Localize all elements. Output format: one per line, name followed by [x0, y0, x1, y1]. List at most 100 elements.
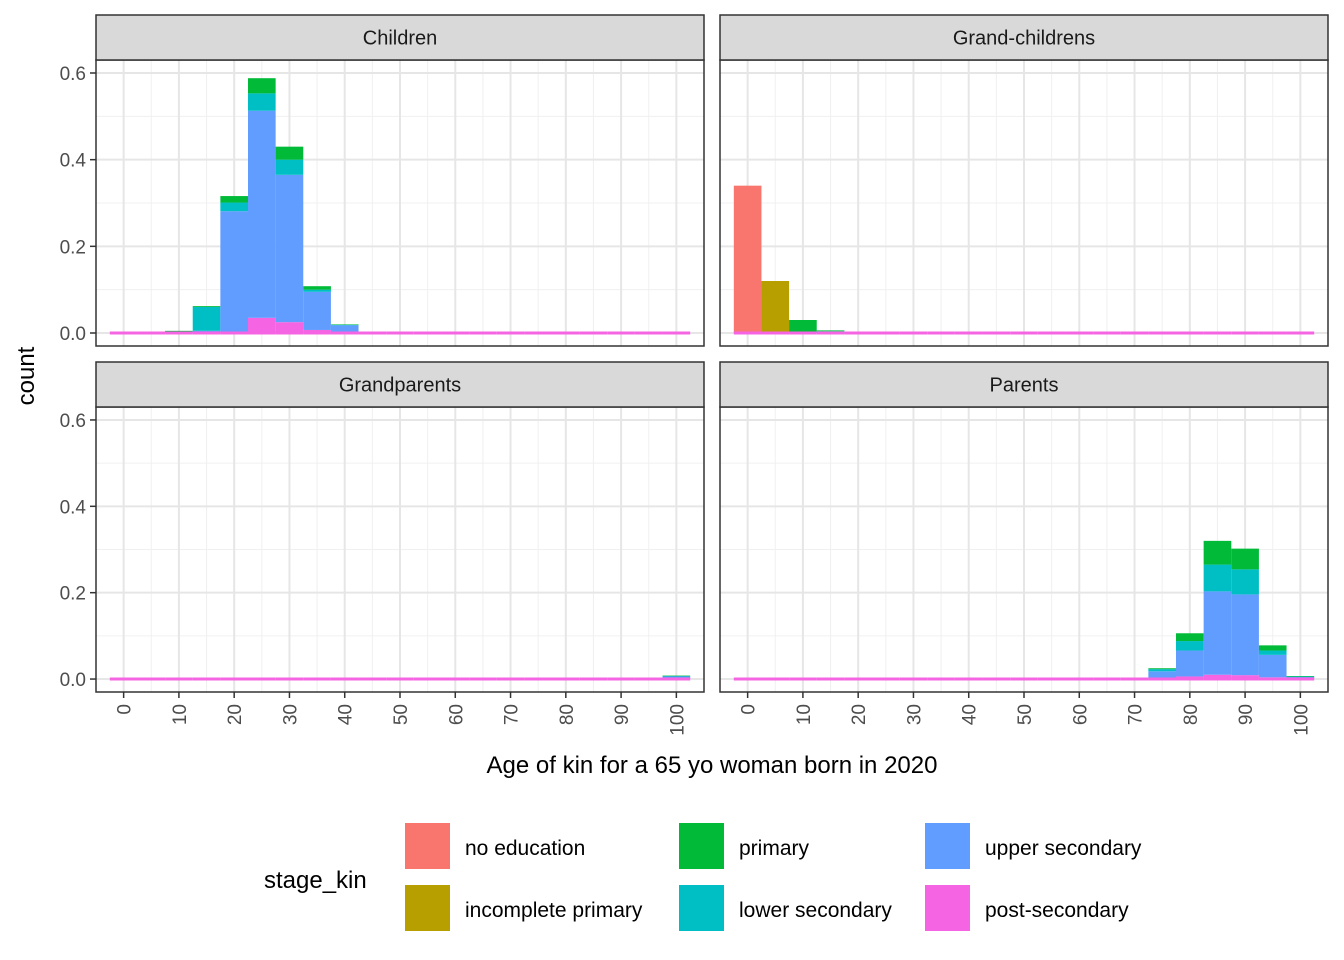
facet-strip-label: Children: [363, 28, 437, 50]
bar-primary: [1231, 548, 1259, 570]
x-tick-label: 40: [960, 704, 981, 725]
bar-upper-secondary: [330, 325, 359, 333]
facet-strip: [719, 14, 1329, 61]
legend: stage_kin no education incomplete primary…: [264, 823, 1142, 931]
legend-swatch: [405, 823, 450, 869]
bar-primary: [248, 78, 276, 94]
x-tick-label: 80: [557, 704, 578, 725]
bar-primary: [330, 324, 359, 325]
panels-layer: Children 0.0 0.2 0.4 0.6 Grand-childrens Grand…: [60, 14, 1329, 736]
bar-primary: [816, 330, 845, 332]
x-tick-label: 100: [667, 704, 688, 736]
legend-item-lower-secondary: lower secondary: [679, 885, 892, 931]
bar-no-education: [733, 185, 762, 333]
bar-primary: [165, 330, 193, 332]
x-tick-label: 30: [280, 704, 301, 725]
y-tick-label: 0.2: [60, 584, 86, 605]
bar-lower-secondary: [1203, 564, 1232, 592]
legend-label: upper secondary: [985, 837, 1142, 860]
legend-swatch: [405, 885, 450, 931]
bar-post-secondary: [1231, 675, 1259, 680]
y-tick-label: 0.0: [60, 324, 86, 345]
legend-swatch: [679, 885, 724, 931]
panel-children: Children 0.0 0.2 0.4 0.6: [60, 14, 705, 347]
legend-label: primary: [739, 837, 810, 860]
x-tick-label: 80: [1181, 704, 1202, 725]
y-axis-title: count: [13, 346, 40, 405]
bar-primary: [662, 675, 691, 677]
bar-upper-secondary: [1176, 650, 1204, 677]
x-tick-label: 90: [1236, 704, 1257, 725]
x-tick-label: 10: [170, 704, 191, 725]
bar-upper-secondary: [303, 291, 331, 330]
x-tick-label: 0: [739, 704, 760, 715]
facet-strip: [95, 361, 705, 408]
bar-primary: [192, 306, 221, 307]
bar-post-secondary: [1203, 674, 1232, 680]
legend-swatch: [925, 885, 970, 931]
bar-lower-secondary: [1148, 669, 1176, 672]
y-tick-label: 0.6: [60, 64, 86, 85]
bar-lower-secondary: [1231, 569, 1259, 595]
x-tick-label: 0: [115, 704, 136, 715]
y-tick-label: 0.2: [60, 237, 86, 258]
bar-upper-secondary: [220, 211, 248, 332]
bar-primary: [1148, 668, 1176, 670]
x-tick-label: 50: [391, 704, 412, 725]
bar-lower-secondary: [1258, 650, 1287, 655]
bar-lower-secondary: [220, 202, 248, 212]
bar-upper-secondary: [1203, 591, 1232, 675]
bar-lower-secondary: [1176, 641, 1204, 651]
legend-item-no-education: no education: [405, 823, 585, 869]
x-tick-label: 20: [225, 704, 246, 725]
y-tick-label: 0.0: [60, 670, 86, 691]
x-tick-label: 70: [502, 704, 523, 725]
bar-primary: [220, 196, 248, 203]
x-tick-label: 10: [794, 704, 815, 725]
legend-label: incomplete primary: [465, 899, 643, 922]
bar-upper-secondary: [662, 676, 691, 679]
x-tick-label: 20: [849, 704, 870, 725]
facet-strip-label: Grandparents: [339, 375, 461, 397]
x-tick-label: 40: [336, 704, 357, 725]
x-tick-label: 70: [1126, 704, 1147, 725]
panel-grandparents: Grandparents 0.0 0.2 0.4 0.6 0 10 20 30 40 50 60 70 8…: [60, 361, 705, 736]
bar-incomplete-primary: [761, 281, 790, 333]
legend-label: post-secondary: [985, 899, 1129, 922]
bar-upper-secondary: [275, 174, 304, 323]
bar-upper-secondary: [1148, 671, 1176, 679]
x-tick-label: 30: [904, 704, 925, 725]
y-tick-label: 0.4: [60, 497, 87, 518]
bar-primary: [1203, 540, 1232, 565]
legend-title: stage_kin: [264, 867, 367, 894]
legend-swatch: [679, 823, 724, 869]
bar-upper-secondary: [248, 110, 276, 318]
bar-primary: [1258, 645, 1287, 651]
x-axis-title: Age of kin for a 65 yo woman born in 202…: [487, 752, 938, 779]
legend-swatch: [925, 823, 970, 869]
bar-primary: [275, 146, 304, 160]
panel-grand-childrens: Grand-childrens: [719, 14, 1329, 347]
facet-strip-label: Parents: [990, 375, 1059, 397]
y-tick-label: 0.4: [60, 151, 87, 172]
bar-upper-secondary: [1258, 654, 1287, 678]
bar-lower-secondary: [1286, 676, 1315, 677]
bar-lower-secondary: [248, 93, 276, 111]
bar-primary: [303, 286, 331, 290]
bar-primary: [1176, 633, 1204, 642]
legend-label: lower secondary: [739, 899, 892, 922]
x-tick-label: 90: [612, 704, 633, 725]
bar-primary: [1286, 676, 1315, 677]
x-tick-label: 60: [446, 704, 467, 725]
facet-strip: [719, 361, 1329, 408]
legend-label: no education: [465, 837, 585, 860]
legend-item-primary: primary: [679, 823, 810, 869]
bar-post-secondary: [248, 317, 276, 333]
x-tick-label: 100: [1291, 704, 1312, 736]
bar-post-secondary: [275, 322, 304, 333]
bar-lower-secondary: [330, 324, 359, 326]
facet-strip-label: Grand-childrens: [953, 28, 1095, 50]
bar-upper-secondary: [192, 330, 221, 333]
bar-lower-secondary: [662, 676, 691, 677]
